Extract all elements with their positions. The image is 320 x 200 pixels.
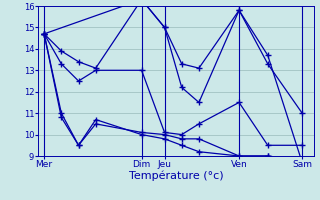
- X-axis label: Température (°c): Température (°c): [129, 171, 223, 181]
